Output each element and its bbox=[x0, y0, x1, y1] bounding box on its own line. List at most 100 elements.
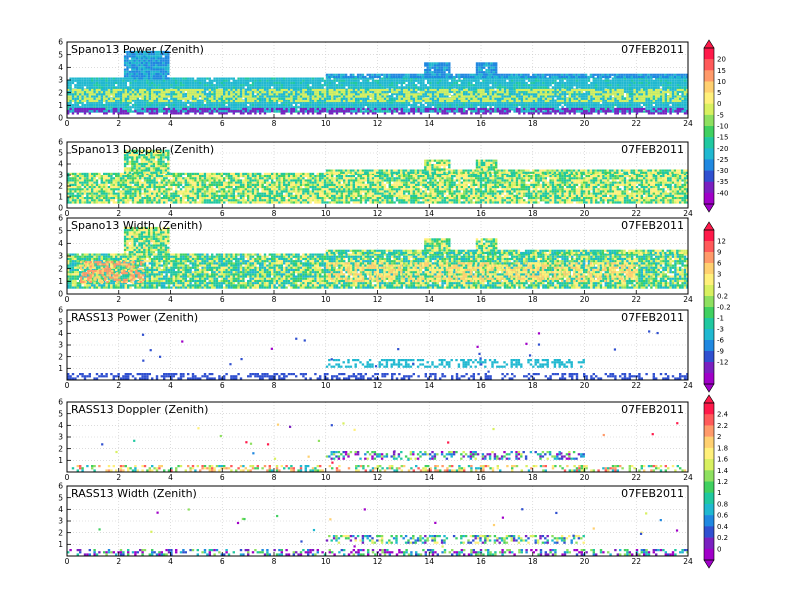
colorbar-swatch bbox=[704, 329, 714, 341]
colorbar-label: -9 bbox=[717, 348, 724, 356]
data-band-1 bbox=[67, 88, 688, 103]
x-tick-label: 14 bbox=[424, 295, 434, 304]
x-tick-label: 22 bbox=[631, 381, 641, 390]
data-region-5 bbox=[475, 159, 498, 171]
x-tick-label: 20 bbox=[580, 473, 590, 482]
date-label: 07FEB2011 bbox=[621, 219, 684, 232]
x-tick-label: 2 bbox=[116, 119, 121, 128]
x-tick-label: 6 bbox=[220, 557, 225, 566]
data-region-4 bbox=[424, 238, 451, 252]
colorbar-swatch bbox=[704, 526, 714, 538]
data-region-1 bbox=[67, 549, 688, 556]
x-tick-label: 2 bbox=[116, 473, 121, 482]
y-tick-label: 3 bbox=[58, 171, 63, 180]
colorbar-label: -10 bbox=[717, 123, 728, 131]
colorbar-swatch bbox=[704, 103, 714, 116]
x-tick-label: 20 bbox=[580, 557, 590, 566]
scatter-points bbox=[98, 508, 679, 548]
x-tick-label: 2 bbox=[116, 295, 121, 304]
x-tick-label: 20 bbox=[580, 209, 590, 218]
data-region-1 bbox=[67, 172, 688, 204]
colorbar-label: -25 bbox=[717, 156, 728, 164]
panel-title: RASS13 Power (Zenith) bbox=[71, 311, 198, 324]
x-tick-label: 10 bbox=[321, 295, 331, 304]
x-tick-label: 8 bbox=[272, 473, 277, 482]
data-region-5 bbox=[475, 238, 498, 252]
colorbar-label: 15 bbox=[717, 67, 726, 75]
colorbar-label: 10 bbox=[717, 78, 726, 86]
colorbar-label: 0.2 bbox=[717, 534, 728, 542]
x-tick-label: 18 bbox=[528, 473, 538, 482]
data-region-2 bbox=[123, 149, 170, 174]
x-tick-label: 4 bbox=[168, 295, 173, 304]
date-label: 07FEB2011 bbox=[621, 487, 684, 500]
x-tick-label: 12 bbox=[373, 119, 383, 128]
y-tick-label: 2 bbox=[58, 182, 63, 191]
colorbar-label: -1 bbox=[717, 315, 724, 323]
y-tick-label: 1 bbox=[58, 540, 63, 549]
x-tick-label: 6 bbox=[220, 119, 225, 128]
data-region-5 bbox=[475, 62, 498, 76]
colorbar-label: 5 bbox=[717, 89, 721, 97]
x-tick-label: 8 bbox=[272, 295, 277, 304]
colorbar-swatch bbox=[704, 81, 714, 93]
x-tick-label: 10 bbox=[321, 381, 331, 390]
y-tick-label: 4 bbox=[58, 421, 63, 430]
x-tick-label: 0 bbox=[65, 473, 70, 482]
x-tick-label: 10 bbox=[321, 209, 331, 218]
y-tick-label: 5 bbox=[58, 493, 63, 502]
y-tick-label: 5 bbox=[58, 50, 63, 59]
x-tick-label: 16 bbox=[476, 119, 486, 128]
colorbar-swatch bbox=[704, 481, 714, 494]
y-tick-label: 2 bbox=[58, 264, 63, 273]
colorbar-label: 1.2 bbox=[717, 478, 728, 486]
colorbar-label: 12 bbox=[717, 238, 726, 246]
x-tick-label: 14 bbox=[424, 381, 434, 390]
x-tick-label: 6 bbox=[220, 209, 225, 218]
x-tick-label: 22 bbox=[631, 119, 641, 128]
colorbar-label: 2.4 bbox=[717, 411, 729, 419]
y-tick-label: 4 bbox=[58, 329, 63, 338]
colorbar-label: -20 bbox=[717, 145, 728, 153]
colorbar-bottom-arrow bbox=[703, 559, 715, 569]
colorbar-swatch bbox=[704, 537, 714, 550]
colorbar-2: 12 9 6 3 1 0.2 -0.2 -1 -3 -6 -9 -12 bbox=[703, 221, 731, 393]
colorbar-label: 0 bbox=[717, 100, 721, 108]
colorbar-swatch bbox=[704, 285, 714, 297]
x-tick-label: 18 bbox=[528, 557, 538, 566]
colorbar-swatch bbox=[704, 492, 714, 505]
colorbar-swatch bbox=[704, 137, 714, 149]
data-region-2 bbox=[325, 451, 585, 460]
x-tick-label: 14 bbox=[424, 119, 434, 128]
x-tick-label: 20 bbox=[580, 381, 590, 390]
x-tick-label: 12 bbox=[373, 557, 383, 566]
x-tick-label: 4 bbox=[168, 119, 173, 128]
y-tick-label: 2 bbox=[58, 444, 63, 453]
colorbar-bottom-arrow bbox=[703, 203, 715, 213]
x-tick-label: 24 bbox=[683, 119, 693, 128]
colorbar-swatch bbox=[704, 159, 714, 171]
colorbar-swatch bbox=[704, 59, 714, 71]
colorbar-swatch bbox=[704, 470, 714, 482]
y-tick-label: 3 bbox=[58, 433, 63, 442]
y-tick-label: 5 bbox=[58, 317, 63, 326]
colorbar-label: 1 bbox=[717, 489, 721, 497]
colorbar-label: 9 bbox=[717, 249, 721, 257]
x-tick-label: 16 bbox=[476, 209, 486, 218]
data-band-2 bbox=[325, 262, 638, 283]
colorbar-swatch bbox=[704, 362, 714, 374]
colorbar-label: 20 bbox=[717, 56, 726, 64]
colorbar-swatch bbox=[704, 403, 714, 415]
y-tick-label: 1 bbox=[58, 101, 63, 110]
panel-title: RASS13 Width (Zenith) bbox=[71, 487, 197, 500]
y-tick-label: 3 bbox=[58, 517, 63, 526]
date-label: 07FEB2011 bbox=[621, 143, 684, 156]
y-tick-label: 6 bbox=[58, 398, 63, 407]
y-tick-label: 1 bbox=[58, 277, 63, 286]
y-tick-label: 0 bbox=[58, 290, 63, 299]
colorbar-swatch bbox=[704, 351, 714, 363]
